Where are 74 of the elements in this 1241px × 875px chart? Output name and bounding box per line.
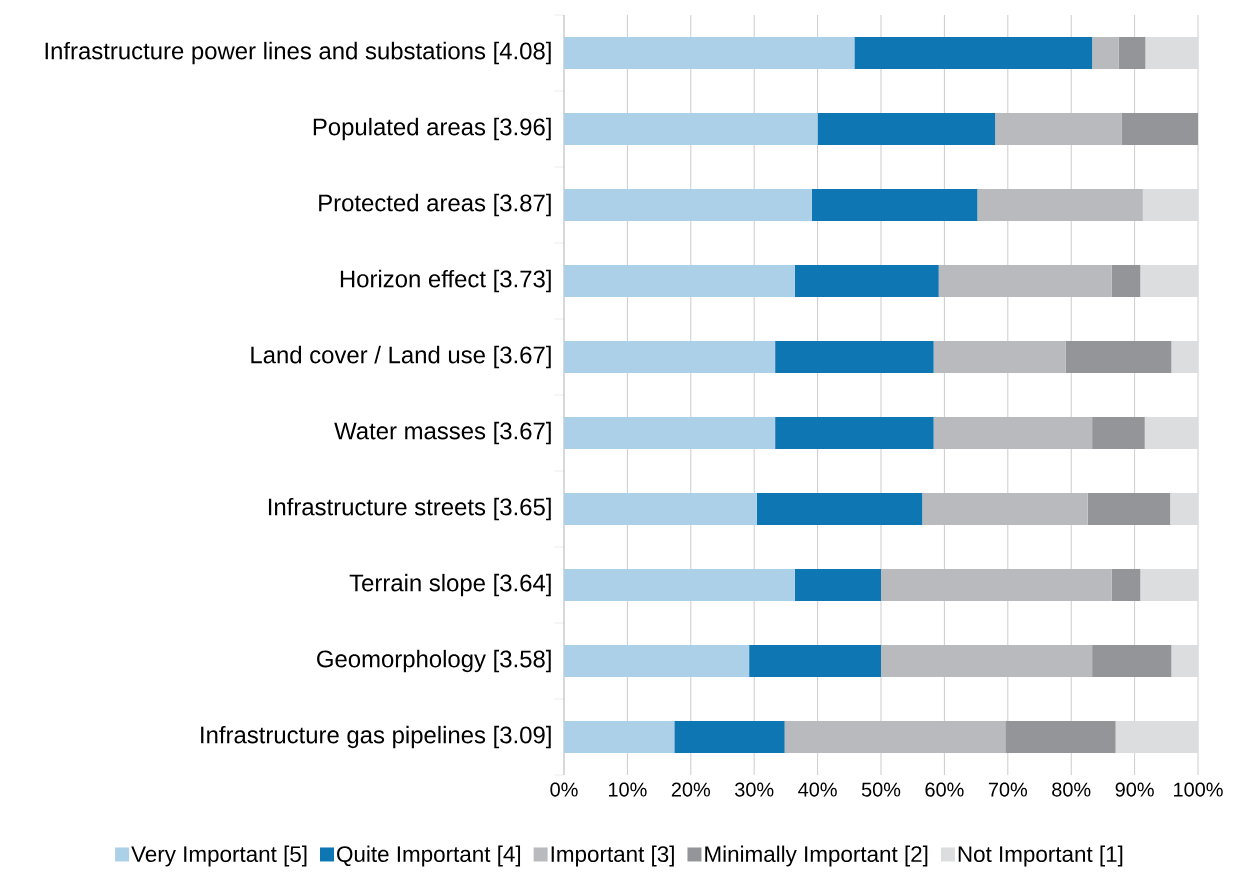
bar — [564, 721, 675, 754]
bar — [995, 113, 1122, 145]
bar — [1140, 265, 1199, 297]
bar — [1171, 341, 1199, 373]
bar — [775, 341, 934, 373]
legend-label: Important [3] — [551, 845, 674, 867]
bar — [1142, 189, 1199, 221]
bar — [564, 113, 818, 145]
bar — [564, 645, 750, 678]
bar — [1115, 721, 1199, 754]
y-tick-label: Terrain slope [3.64] — [349, 573, 551, 597]
bar — [1092, 645, 1172, 678]
y-tick-label: Infrastructure power lines and substations [4.08] — [45, 41, 551, 65]
bar — [1087, 493, 1171, 526]
bar — [775, 417, 934, 450]
bar — [564, 493, 757, 526]
bar — [1171, 645, 1199, 678]
bar — [564, 265, 795, 297]
bar — [977, 189, 1143, 221]
bar — [1145, 37, 1199, 69]
bar — [1121, 113, 1199, 145]
bar — [817, 113, 996, 145]
bar — [881, 569, 1112, 602]
x-tick-label: 30% — [735, 782, 774, 797]
bar — [1065, 341, 1172, 373]
bar — [922, 493, 1088, 526]
legend-label: Minimally Important [2] — [705, 845, 928, 867]
bar — [933, 417, 1093, 450]
x-tick-label: 70% — [988, 782, 1028, 797]
x-tick-label: 10% — [608, 782, 647, 797]
legend-label: Very Important [5] — [131, 845, 307, 867]
bar — [564, 417, 776, 450]
bar — [854, 37, 1093, 69]
bar — [564, 37, 855, 69]
x-tick-label: 100% — [1174, 782, 1223, 797]
x-tick-label: 40% — [798, 782, 837, 797]
bar — [674, 721, 785, 754]
bar — [811, 189, 978, 221]
bar — [1111, 265, 1141, 297]
bar — [756, 493, 923, 526]
legend-label: Quite Important [4] — [337, 845, 521, 867]
bar — [564, 341, 776, 373]
x-tick-label: 20% — [671, 782, 711, 797]
bar — [749, 645, 881, 678]
bar — [564, 569, 795, 602]
y-tick-label: Populated areas [3.96] — [313, 117, 551, 141]
x-tick-label: 60% — [925, 782, 964, 797]
legend-label: Not Important [1] — [958, 845, 1123, 867]
bar — [1170, 493, 1199, 526]
bar — [1140, 569, 1199, 602]
bar — [794, 265, 939, 297]
y-tick-label: Horizon effect [3.73] — [340, 269, 551, 293]
bar — [1092, 37, 1119, 69]
bar — [794, 569, 881, 602]
bar — [1092, 417, 1145, 450]
bar — [1005, 721, 1116, 754]
bar — [1111, 569, 1141, 602]
bar — [938, 265, 1112, 297]
bar — [1118, 37, 1146, 69]
bar — [1144, 417, 1199, 450]
bar — [564, 189, 812, 221]
x-tick-label: 90% — [1115, 782, 1154, 797]
bar — [933, 341, 1066, 373]
y-tick-label: Geomorphology [3.58] — [317, 649, 551, 673]
y-tick-label: Infrastructure gas pipelines [3.09] — [201, 725, 551, 749]
x-tick-label: 80% — [1052, 782, 1091, 797]
x-tick-label: 0% — [550, 782, 578, 797]
y-tick-label: Protected areas [3.87] — [319, 193, 551, 217]
bar — [881, 645, 1093, 678]
y-tick-label: Infrastructure streets [3.65] — [268, 497, 551, 521]
bar — [784, 721, 1006, 754]
y-tick-label: Water masses [3.67] — [334, 421, 551, 445]
y-tick-label: Land cover / Land use [3.67] — [251, 345, 551, 369]
x-tick-label: 50% — [861, 782, 901, 797]
